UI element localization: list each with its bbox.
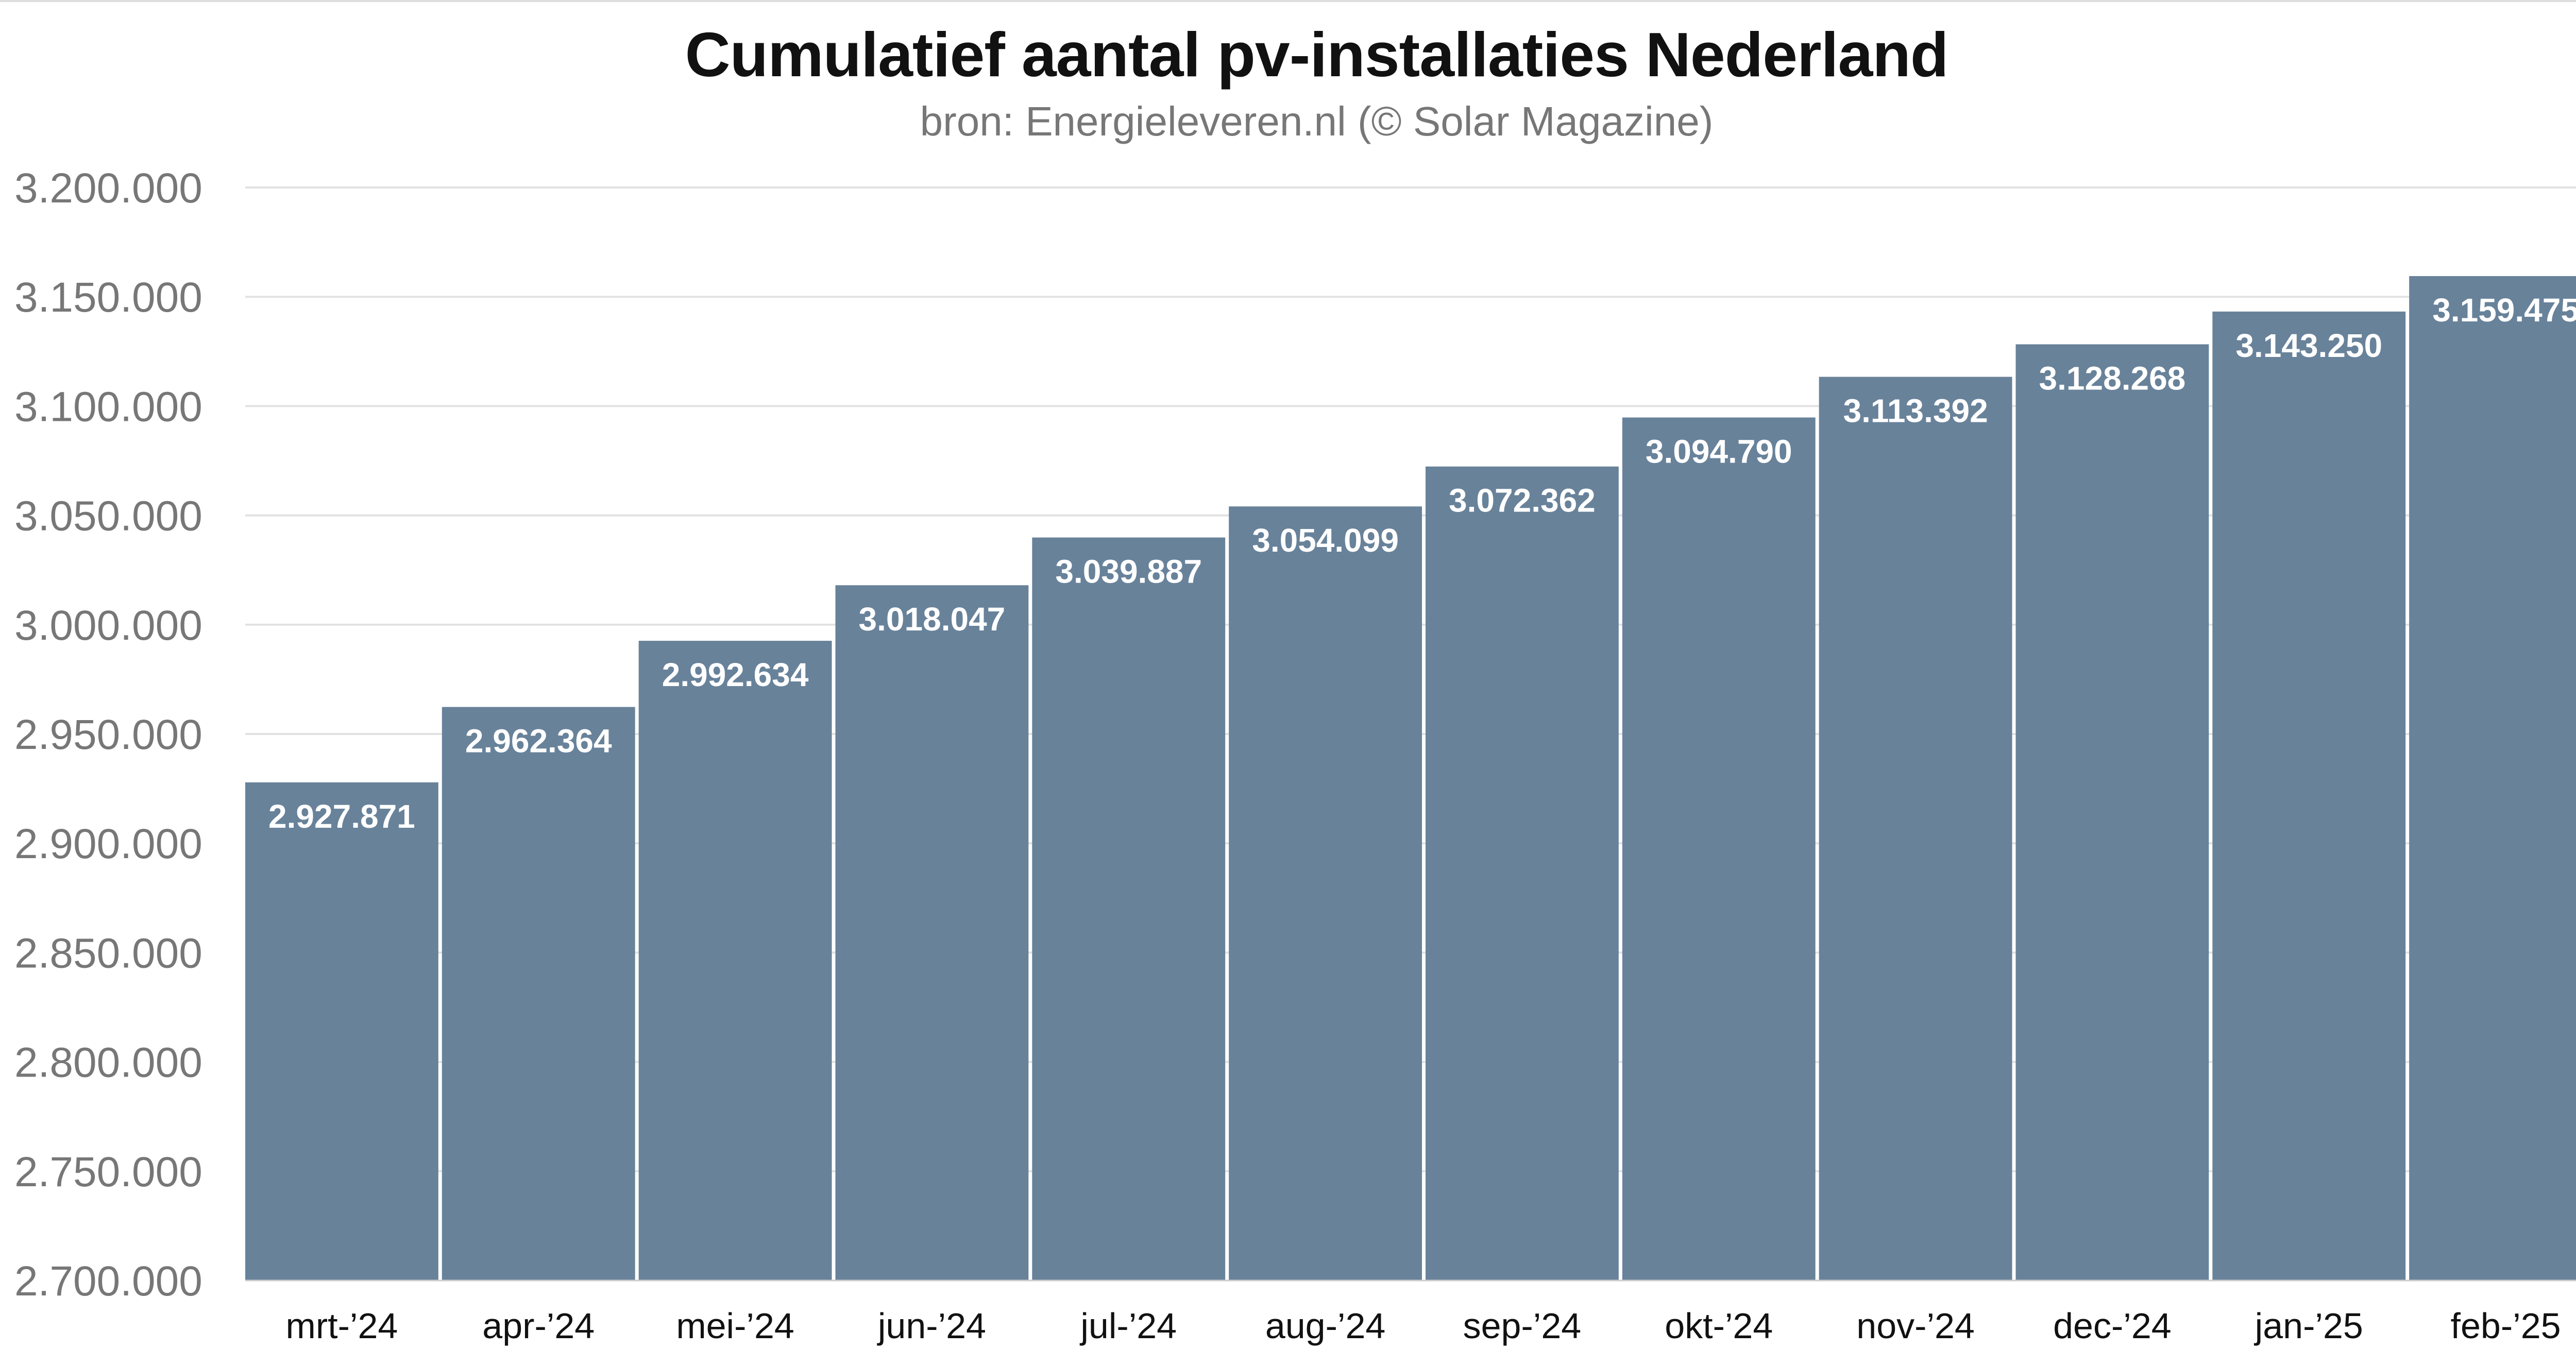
y-tick-label: 2.700.000 bbox=[14, 1258, 202, 1305]
y-tick-label: 3.150.000 bbox=[14, 274, 202, 321]
data-label: 3.143.250 bbox=[2235, 327, 2382, 364]
data-label: 3.072.362 bbox=[1449, 482, 1596, 519]
bar bbox=[245, 782, 438, 1280]
data-label: 3.018.047 bbox=[859, 601, 1006, 638]
y-tick-label: 2.950.000 bbox=[14, 711, 202, 758]
data-label: 2.962.364 bbox=[465, 723, 612, 760]
data-label: 2.927.871 bbox=[268, 798, 415, 835]
x-tick-label: jul-’24 bbox=[1079, 1306, 1177, 1346]
data-label: 3.054.099 bbox=[1252, 522, 1399, 559]
y-tick-label: 3.200.000 bbox=[14, 165, 202, 212]
bar bbox=[2409, 276, 2576, 1281]
x-tick-label: jun-’24 bbox=[877, 1306, 986, 1346]
x-tick-label: jan-’25 bbox=[2254, 1306, 2363, 1346]
data-label: 3.113.392 bbox=[1843, 392, 1988, 430]
bars bbox=[245, 276, 2576, 1281]
data-labels: 2.927.871 2.962.364 2.992.634 3.018.047 3.03… bbox=[268, 292, 2576, 835]
y-tick-label: 3.000.000 bbox=[14, 602, 202, 649]
data-label: 3.159.475 bbox=[2432, 292, 2576, 329]
y-tick-label: 2.750.000 bbox=[14, 1149, 202, 1196]
x-tick-label: aug-’24 bbox=[1265, 1306, 1386, 1346]
bar bbox=[638, 641, 832, 1280]
top-rule bbox=[0, 0, 2576, 2]
y-tick-label: 2.800.000 bbox=[14, 1039, 202, 1086]
bar bbox=[1229, 506, 1422, 1280]
x-tick-label: mei-’24 bbox=[676, 1306, 794, 1346]
bar bbox=[2015, 344, 2209, 1280]
x-axis: mrt-’24 apr-’24 mei-’24 jun-’24 jul-’24 aug-’… bbox=[245, 1279, 2576, 1346]
data-label: 2.992.634 bbox=[662, 656, 809, 693]
y-axis: 2.700.000 2.750.000 2.800.000 2.850.000 2.90… bbox=[14, 165, 202, 1305]
x-tick-label: feb-’25 bbox=[2451, 1306, 2561, 1346]
x-tick-label: apr-’24 bbox=[482, 1306, 595, 1346]
bar bbox=[1819, 377, 2012, 1280]
bar bbox=[835, 585, 1029, 1280]
data-label: 3.128.268 bbox=[2039, 360, 2186, 397]
data-label: 3.094.790 bbox=[1646, 433, 1792, 470]
x-tick-label: nov-’24 bbox=[1856, 1306, 1975, 1346]
bar bbox=[1032, 537, 1226, 1280]
bar bbox=[442, 707, 635, 1280]
bar bbox=[2212, 311, 2406, 1281]
chart-subtitle: bron: Energieleveren.nl (© Solar Magazin… bbox=[920, 98, 1714, 144]
y-tick-label: 3.050.000 bbox=[14, 493, 202, 540]
chart-title: Cumulatief aantal pv-installaties Nederl… bbox=[685, 20, 1949, 90]
data-label: 3.039.887 bbox=[1055, 553, 1202, 590]
y-tick-label: 3.100.000 bbox=[14, 383, 202, 430]
bar bbox=[1426, 466, 1619, 1280]
x-tick-label: mrt-’24 bbox=[286, 1306, 398, 1346]
x-tick-label: okt-’24 bbox=[1665, 1306, 1773, 1346]
y-tick-label: 2.850.000 bbox=[14, 930, 202, 977]
bar bbox=[1622, 417, 1816, 1280]
y-tick-label: 2.900.000 bbox=[14, 821, 202, 867]
x-tick-label: sep-’24 bbox=[1463, 1306, 1582, 1346]
x-tick-label: dec-’24 bbox=[2053, 1306, 2172, 1346]
